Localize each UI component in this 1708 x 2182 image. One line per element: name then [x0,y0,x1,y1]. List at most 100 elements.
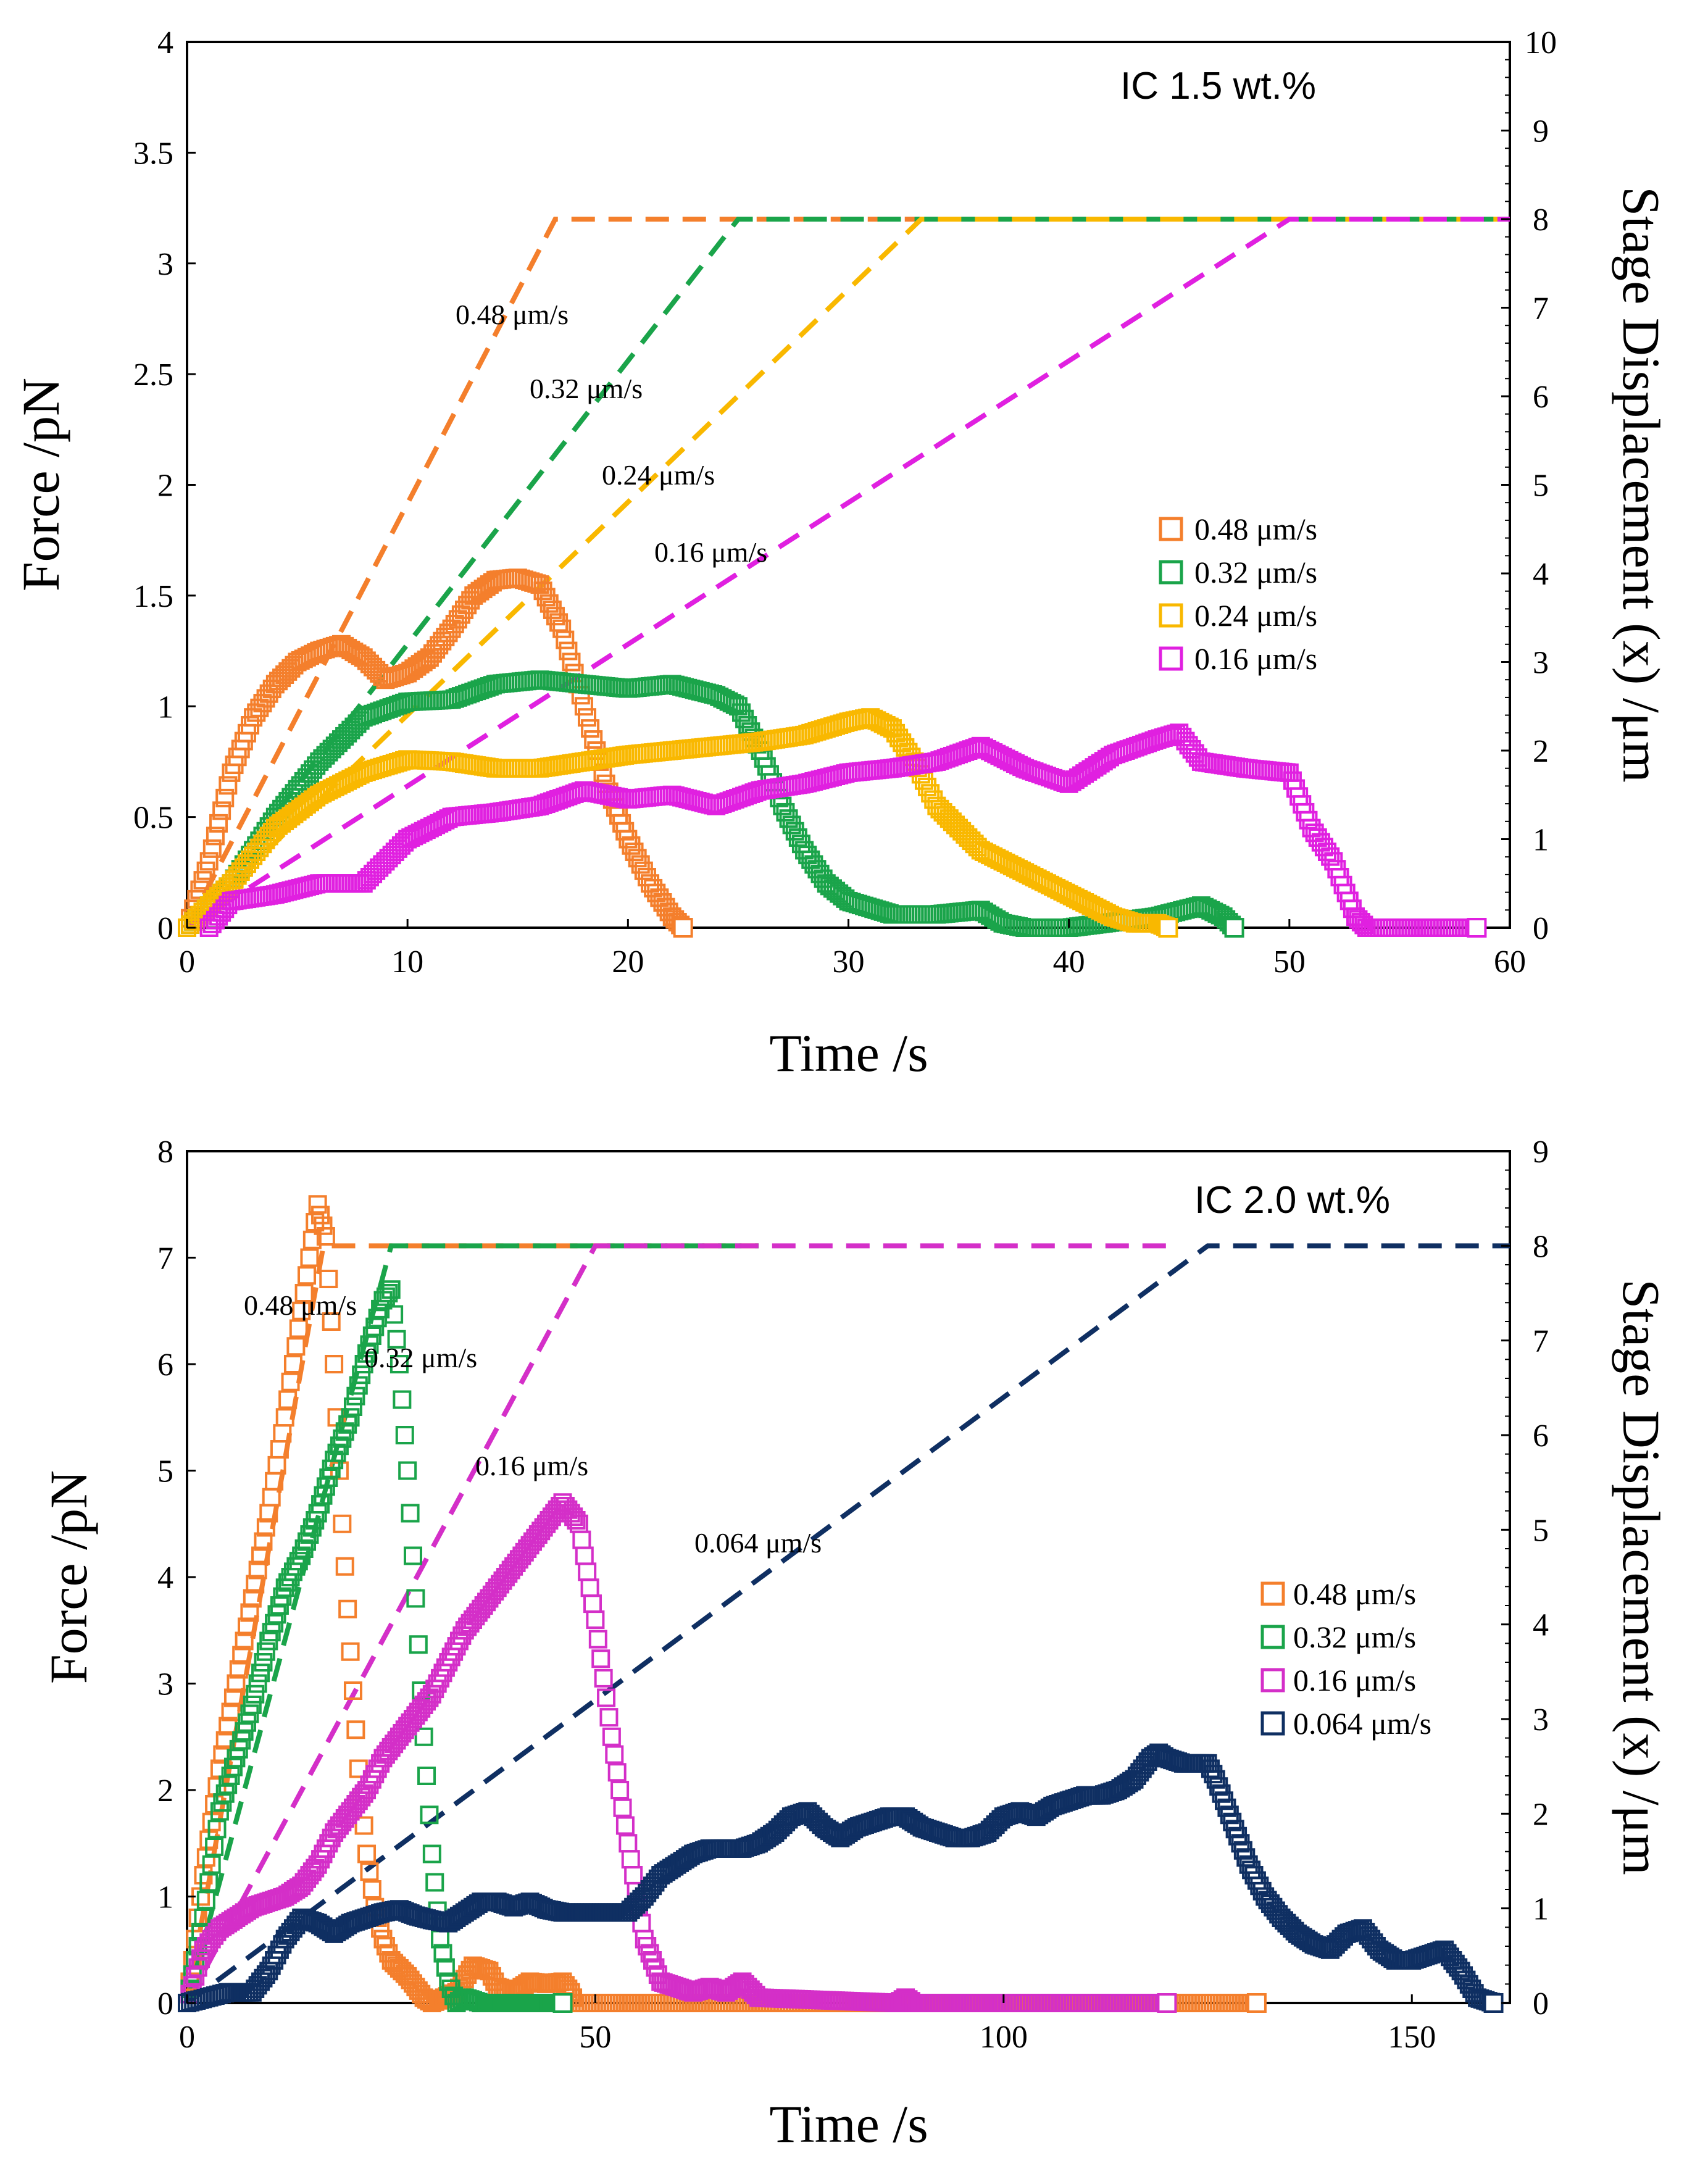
force-point [215,788,235,807]
force-point [325,736,344,756]
force-point [886,723,906,743]
force-point [248,1560,267,1580]
force-point [381,1280,401,1299]
force-point [346,1386,365,1405]
force-point [933,802,952,822]
force-point [943,812,962,831]
force-point [880,717,899,736]
force-point [409,1635,428,1654]
force-point [952,822,972,841]
force-point [580,1578,599,1597]
x-tick-label: 0 [179,2020,195,2055]
force-point [1305,823,1324,843]
force-point [779,809,798,828]
annotation-rate-1: 0.48 μm/s [244,1289,357,1321]
force-point [624,1866,643,1884]
force-point [354,648,373,667]
force-point [597,1688,616,1707]
force-point [298,1266,317,1285]
y2-tick-label: 0 [1533,1986,1549,2022]
force-point [722,694,741,713]
legend-label: 0.32 μm/s [1194,555,1317,589]
force-point [294,1284,314,1302]
force-point [451,605,470,624]
force-point [328,733,348,752]
annotation-rate-2: 0.32 μm/s [364,1342,477,1373]
force-point [385,1305,404,1324]
force-end-point [1157,1993,1177,2013]
force-point [269,672,288,691]
legend-label: 0.48 μm/s [1293,1576,1416,1611]
force-point [936,806,956,825]
force-point [373,855,392,874]
force-point [379,1284,398,1302]
force-point [584,730,603,749]
y-tick-label: 2 [157,468,173,504]
force-point [1204,1765,1223,1784]
annotation-rate-3: 0.16 μm/s [475,1450,588,1481]
force-point [1201,1759,1220,1778]
force-point [275,665,294,684]
top-chart-panel: 0 10 20 30 40 50 6000.511.522.533.540123456789… [11,25,1671,1083]
legend-label: 0.16 μm/s [1293,1663,1416,1697]
force-series-3 [178,1743,1504,2013]
y-tick-label: 1 [157,1880,173,1915]
force-point [788,828,807,847]
force-point [448,610,467,629]
force-point [248,1674,267,1693]
force-point [352,1365,371,1385]
force-point [613,1798,632,1817]
force-point [930,799,949,818]
force-point [530,575,549,594]
force-point [202,1855,221,1874]
force-point [602,1727,621,1746]
force-point [256,1518,275,1537]
force-point [615,1816,635,1835]
displacement-line [185,1243,1167,2004]
force-point [311,1206,330,1225]
force-point [357,1844,377,1863]
force-series-1 [178,1280,573,2013]
force-point [314,1216,333,1235]
force-point [807,860,827,879]
y2-tick-label: 1 [1533,823,1549,858]
force-point [256,689,275,708]
force-point [410,655,430,674]
force-point [364,864,383,883]
force-point [313,749,332,768]
force-point [357,871,376,890]
y2-tick-label: 1 [1533,1892,1549,1927]
force-point [398,1461,417,1480]
force-point [390,1355,409,1373]
force-point [607,1763,627,1782]
force-point [227,1674,246,1693]
y2-tick-label: 3 [1533,1702,1549,1738]
force-point [436,1958,455,1977]
force-point [265,675,285,694]
force-point [247,703,266,722]
force-point [588,1630,607,1649]
force-point [360,868,379,886]
force-point [549,613,569,632]
force-point [870,712,889,731]
y-tick-label: 6 [157,1347,173,1383]
force-point [406,1589,425,1608]
y-tick-label: 1.5 [133,579,173,614]
force-point [622,836,641,855]
force-point [289,1552,308,1571]
y-tick-label: 2.5 [133,357,173,393]
force-point [333,1514,352,1533]
force-point [382,846,401,865]
force-point [199,1873,219,1892]
force-point [360,654,379,673]
force-point [795,841,814,860]
force-point [804,855,823,874]
y-tick-label: 3 [157,247,173,282]
force-point [193,871,212,890]
force-point [243,1589,262,1608]
force-point [571,686,590,705]
legend-marker [1159,517,1183,541]
force-point [939,809,959,828]
y-tick-label: 5 [157,1454,173,1489]
force-point [385,843,404,861]
